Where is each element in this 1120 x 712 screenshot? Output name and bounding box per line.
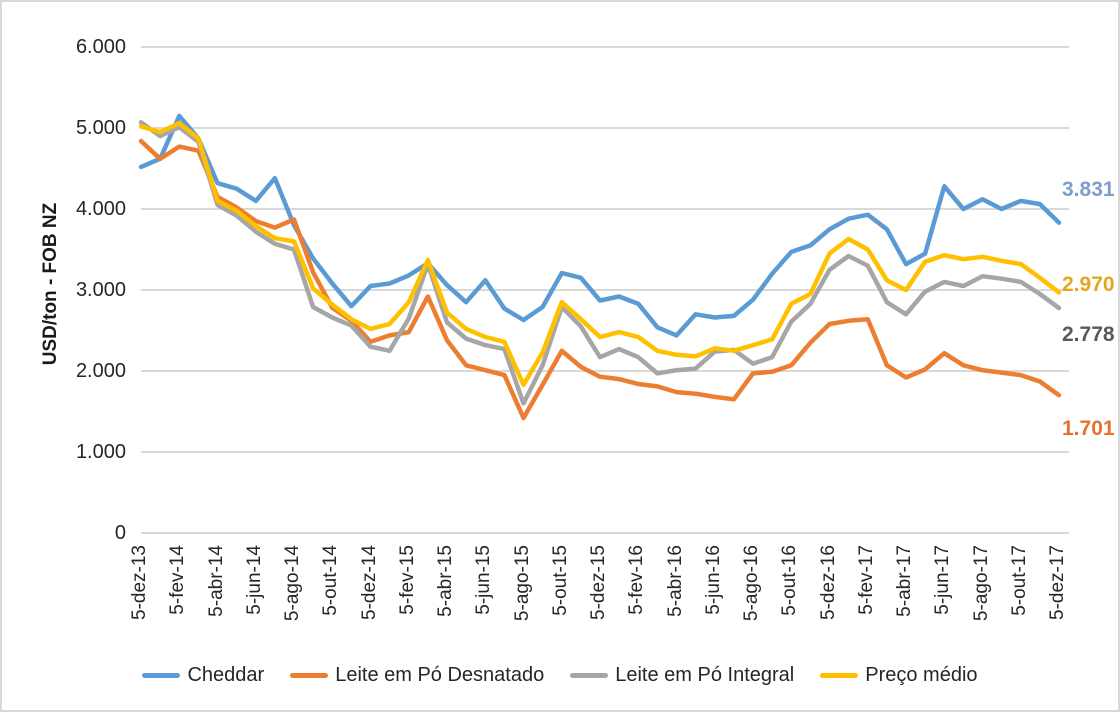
plot-area [138, 46, 1069, 534]
y-tick-label: 1.000 [75, 441, 126, 463]
gridline [141, 46, 1069, 48]
series-line-preco-medio [138, 120, 1062, 388]
series-canvas [138, 113, 1062, 421]
legend-item-cheddar: Cheddar [142, 664, 264, 687]
data-label-leite-em-po-desnatado: 1.701 [1062, 417, 1115, 441]
x-tick-label: 5-dez-17 [1047, 545, 1068, 620]
gridline [141, 208, 1069, 210]
legend-label: Leite em Pó Desnatado [335, 663, 545, 686]
data-label-cheddar: 3.831 [1062, 177, 1115, 201]
series-line-leite-em-po-desnatado [138, 138, 1062, 421]
legend-item-leite-em-po-integral: Leite em Pó Integral [570, 664, 794, 687]
y-tick-label: 6.000 [75, 36, 126, 58]
y-tick-label: 0 [114, 522, 126, 544]
gridline [141, 370, 1069, 372]
gridline [141, 451, 1069, 453]
data-label-leite-em-po-integral: 2.778 [1062, 322, 1115, 346]
legend-swatch-preco-medio [820, 672, 859, 678]
legend-label: Leite em Pó Integral [615, 663, 795, 686]
legend-swatch-cheddar [142, 672, 181, 678]
series-line-leite-em-po-integral [138, 120, 1062, 406]
y-tick-label: 4.000 [75, 198, 126, 220]
y-tick-label: 5.000 [75, 117, 126, 139]
legend: Cheddar Leite em Pó Desnatado Leite em Pó … [2, 658, 1118, 692]
gridline [141, 127, 1069, 129]
legend-label: Preço médio [865, 663, 978, 686]
legend-item-leite-em-po-desnatado: Leite em Pó Desnatado [290, 664, 544, 687]
legend-swatch-leite-em-po-desnatado [290, 672, 329, 678]
legend-label: Cheddar [187, 663, 265, 686]
y-tick-label: 3.000 [75, 279, 126, 301]
legend-swatch-leite-em-po-integral [570, 672, 609, 678]
gridline [141, 532, 1069, 534]
legend-item-preco-medio: Preço médio [820, 663, 978, 687]
gridline [141, 289, 1069, 291]
data-label-preco-medio: 2.970 [1062, 273, 1115, 297]
y-tick-label: 2.000 [75, 360, 126, 382]
